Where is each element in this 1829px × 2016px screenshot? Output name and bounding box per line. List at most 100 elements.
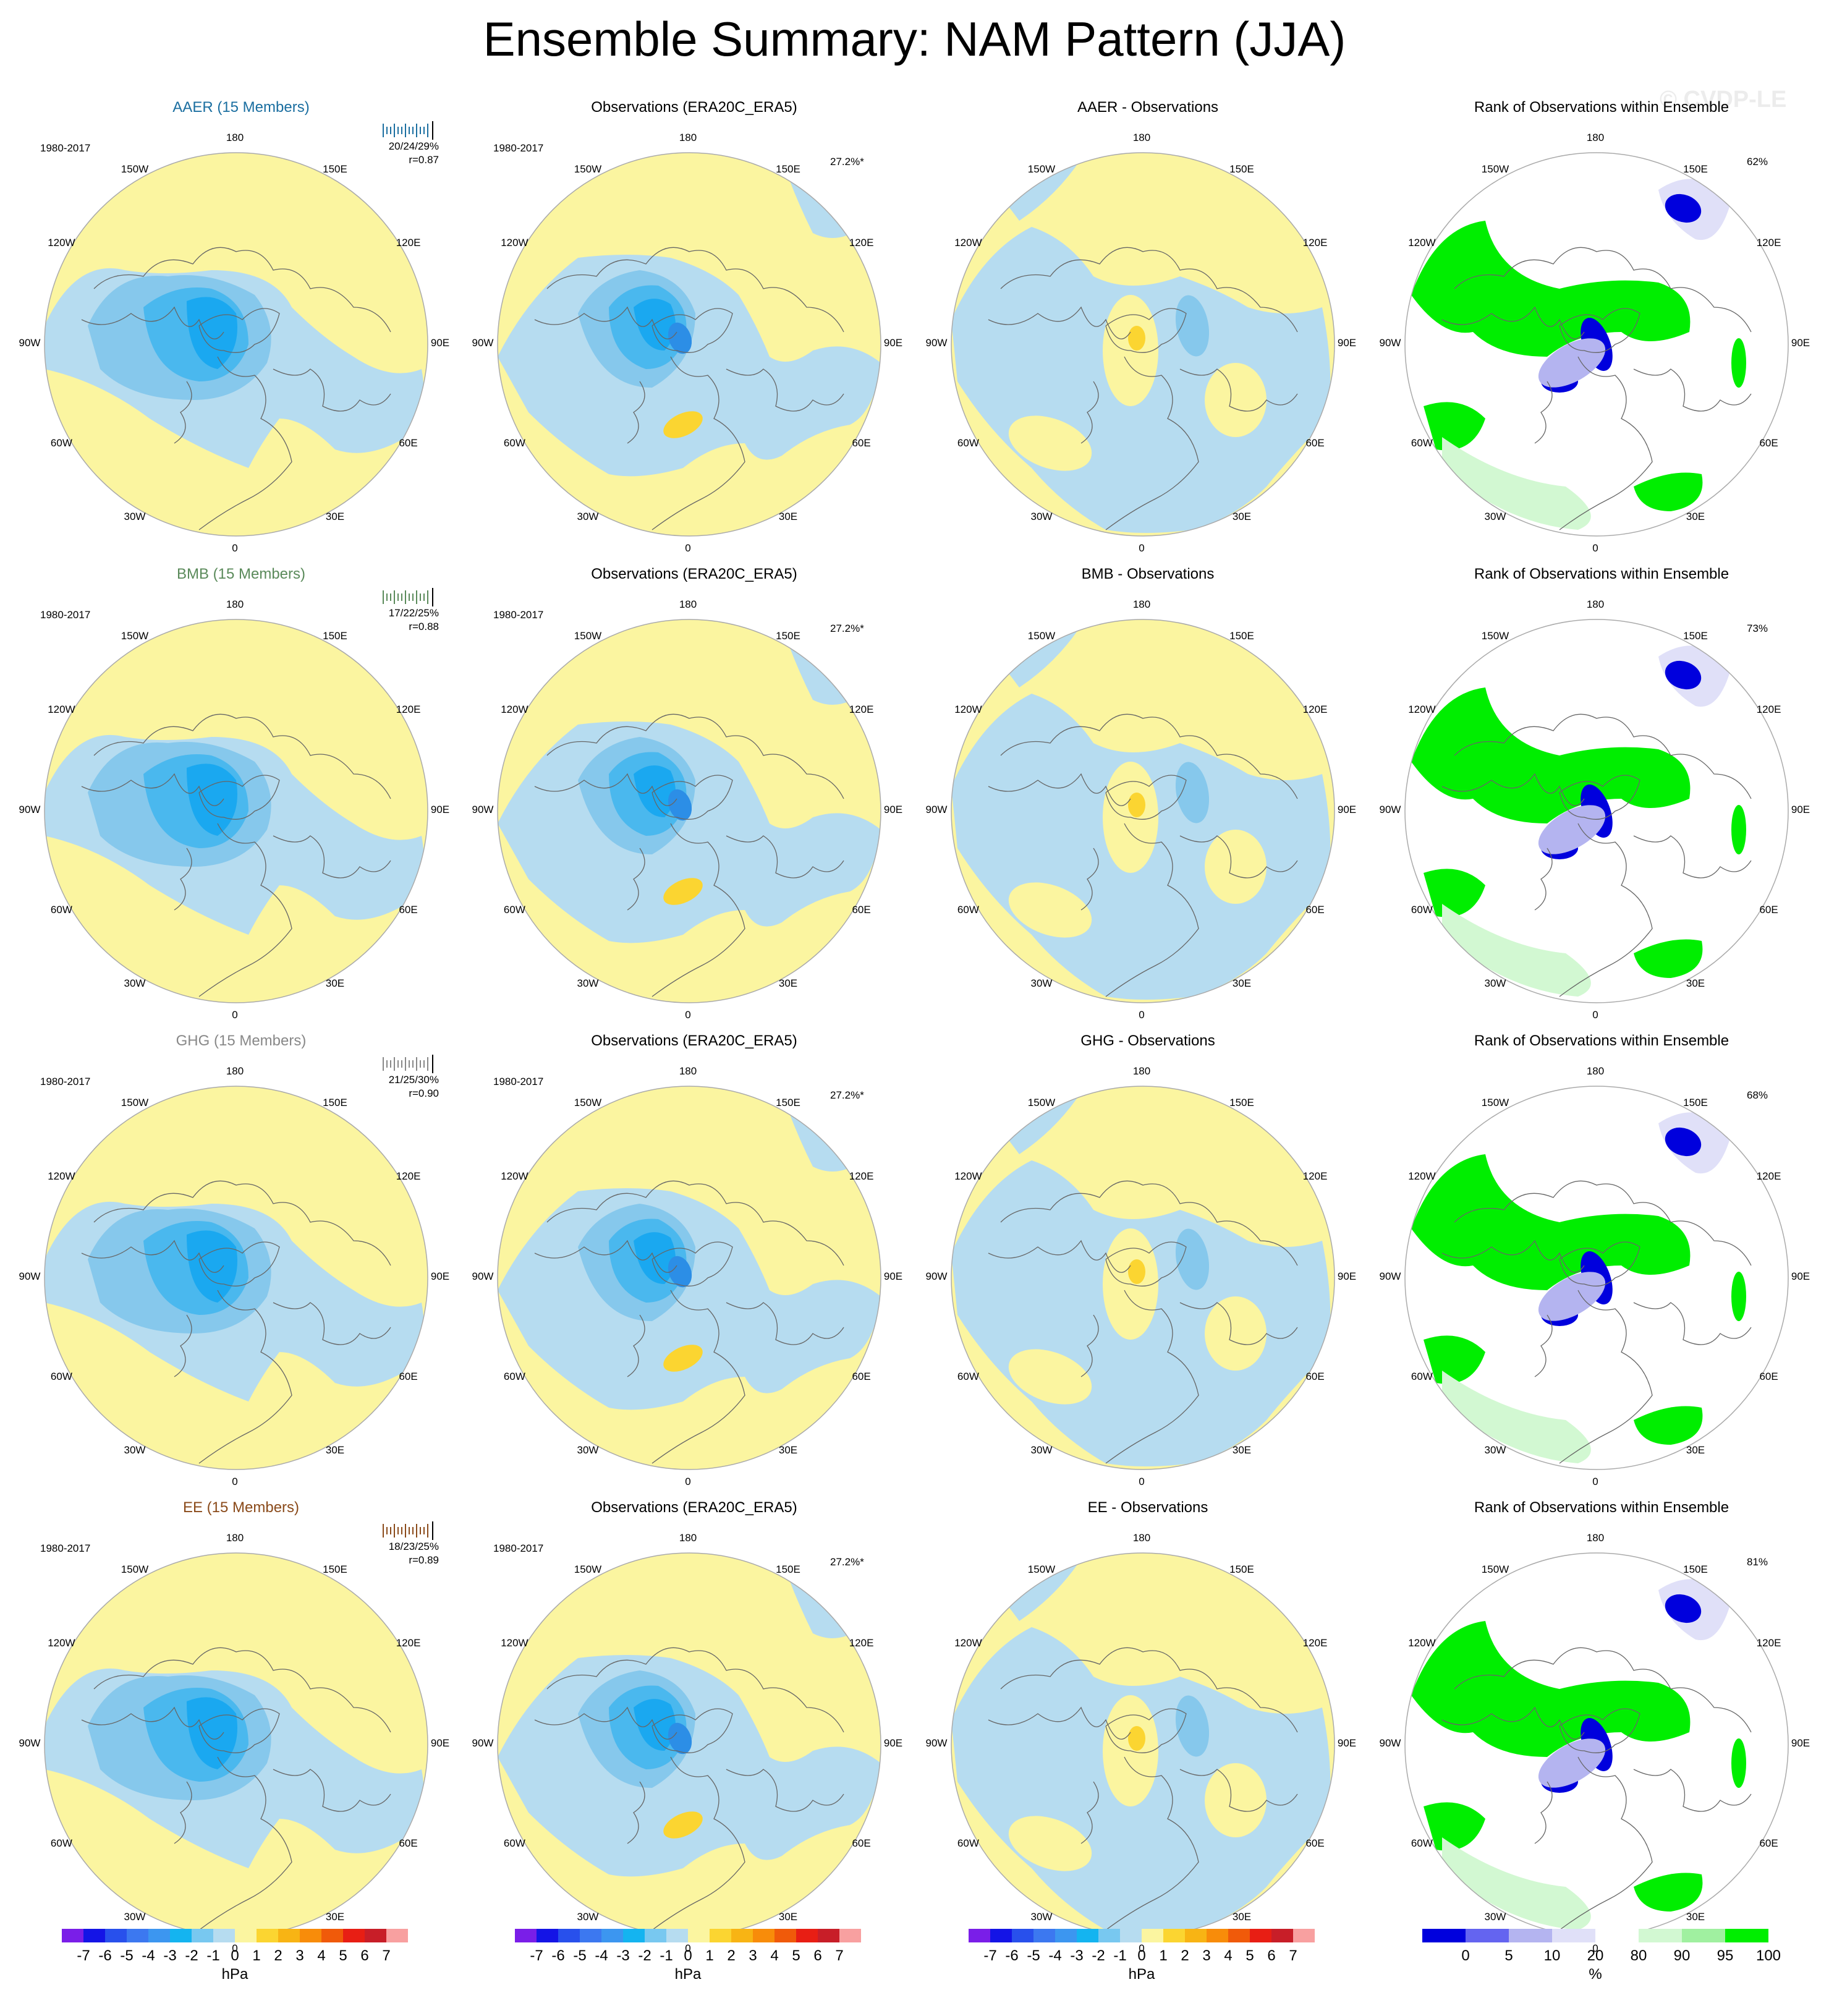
longitude-label: 30E — [1686, 510, 1705, 522]
colorbar-tick-label: 0 — [1137, 1947, 1146, 1964]
coastline — [726, 1769, 844, 1812]
longitude-label: 90E — [1791, 337, 1810, 349]
colorbar-swatch — [1682, 1929, 1725, 1942]
ensemble-spread-marker — [383, 121, 433, 140]
colorbar-tick-label: -6 — [551, 1947, 565, 1964]
longitude-label: 60W — [503, 904, 525, 916]
longitude-label: 60W — [503, 1371, 525, 1382]
positive-anomaly-spot — [663, 878, 703, 905]
longitude-label: 150E — [776, 630, 800, 642]
longitude-label: 90W — [925, 337, 948, 349]
positive-anomaly-region — [1008, 882, 1092, 938]
panel-title: AAER (15 Members) — [172, 99, 310, 116]
polar-map-svg — [497, 1086, 881, 1470]
longitude-label: 60W — [957, 1371, 979, 1382]
ensemble-spread: 21/25/30% r=0.90 — [346, 1055, 439, 1100]
negative-center — [668, 789, 692, 821]
longitude-label: 150E — [1229, 1563, 1254, 1576]
longitude-label: 30W — [1484, 510, 1506, 522]
longitude-label: 90W — [19, 1270, 41, 1282]
below-10-percentile-region — [1538, 1272, 1606, 1321]
colorbar-swatch — [1163, 1929, 1185, 1942]
panel-title: Rank of Observations within Ensemble — [1474, 1032, 1729, 1049]
coastline — [1105, 356, 1199, 530]
coastline — [273, 1302, 391, 1345]
longitude-label: 150W — [1027, 1097, 1056, 1109]
colorbar-swatch — [321, 1929, 343, 1942]
coastline — [1080, 1314, 1099, 1377]
coastline — [198, 356, 292, 530]
colorbar-swatch — [1185, 1929, 1207, 1942]
longitude-label: 120W — [954, 237, 982, 249]
colorbar-swatch — [580, 1929, 601, 1942]
panel-title: Observations (ERA20C_ERA5) — [591, 566, 797, 582]
longitude-label: 30E — [1232, 1444, 1252, 1456]
longitude-label: 120E — [849, 1170, 874, 1182]
rank-panel: Rank of Observations within Ensemble 68% 1… — [1379, 1032, 1824, 1502]
period-label: 1980-2017 — [40, 142, 91, 154]
observations-panel: Observations (ERA20C_ERA5) 1980-2017 27.2%… — [472, 99, 917, 569]
colorbar-swatch — [1639, 1929, 1682, 1942]
longitude-label: 60W — [50, 1371, 72, 1382]
colorbar-tick-label: 0 — [1461, 1947, 1470, 1964]
longitude-label: 120E — [849, 1637, 874, 1649]
colorbar-tick-label: 6 — [360, 1947, 369, 1964]
longitude-label: 120E — [1302, 1637, 1328, 1649]
longitude-label: 0 — [232, 1942, 238, 1954]
polar-map — [496, 618, 882, 1007]
coastline — [1559, 1708, 1640, 1753]
ensemble-mean-panel: AAER (15 Members) 1980-2017 20/24/29% r=0.8… — [19, 99, 464, 569]
coastline — [651, 823, 745, 997]
longitude-label: 30E — [1686, 977, 1705, 989]
coastline — [651, 1290, 745, 1464]
longitude-label: 150E — [323, 630, 347, 642]
colorbar-tick-label: -7 — [983, 1947, 997, 1964]
panel-title: GHG - Observations — [1080, 1032, 1215, 1049]
positive-anomaly-region — [1008, 415, 1092, 471]
longitude-label: 120W — [954, 1637, 982, 1649]
above-90-percentile-region — [1634, 939, 1703, 978]
above-80-percentile-region — [1442, 437, 1591, 530]
above-90-percentile-region — [1634, 472, 1703, 511]
longitude-label: 150E — [1683, 1563, 1708, 1576]
panel-title: AAER - Observations — [1077, 99, 1219, 116]
longitude-label: 90W — [19, 804, 41, 815]
coastline — [198, 1290, 292, 1464]
longitude-label: 30W — [124, 510, 146, 522]
coastline — [534, 306, 677, 339]
longitude-label: 60E — [399, 904, 418, 916]
polar-map-svg — [1404, 152, 1789, 537]
colorbar-tick-label: 0 — [684, 1947, 692, 1964]
longitude-label: 0 — [1592, 1942, 1598, 1954]
coastline — [651, 1241, 733, 1287]
colorbar-swatch — [710, 1929, 731, 1942]
coastline — [546, 713, 844, 799]
colorbar-swatch — [1293, 1929, 1315, 1942]
longitude-label: 0 — [1139, 1942, 1145, 1954]
longitude-label: 30W — [577, 510, 599, 522]
polar-map-svg — [44, 1086, 428, 1470]
longitude-label: 0 — [685, 1942, 691, 1954]
positive-anomaly-spot — [1128, 1726, 1145, 1751]
polar-map — [950, 1085, 1336, 1474]
longitude-label: 120E — [1302, 237, 1328, 249]
below-5-percentile-region — [1665, 1594, 1702, 1623]
colorbar-swatch — [1120, 1929, 1142, 1942]
longitude-label: 120W — [954, 704, 982, 715]
colorbar-swatch — [1250, 1929, 1271, 1942]
rank-panel: Rank of Observations within Ensemble 73% 1… — [1379, 566, 1824, 1036]
negative-center — [668, 322, 692, 354]
colorbar-swatch — [731, 1929, 753, 1942]
coastline — [627, 1314, 645, 1377]
longitude-label: 90E — [430, 337, 450, 349]
colorbar-unit: hPa — [674, 1966, 702, 1983]
longitude-label: 60E — [399, 437, 418, 449]
coastline — [174, 381, 192, 444]
coastline — [273, 835, 391, 878]
pattern-correlation: r=0.89 — [409, 1554, 439, 1566]
coastline — [1559, 356, 1653, 530]
colorbar-tick-label: 6 — [1267, 1947, 1276, 1964]
colorbar-swatch — [365, 1929, 386, 1942]
longitude-label: 90E — [1337, 804, 1357, 815]
negative-center — [1175, 295, 1210, 357]
